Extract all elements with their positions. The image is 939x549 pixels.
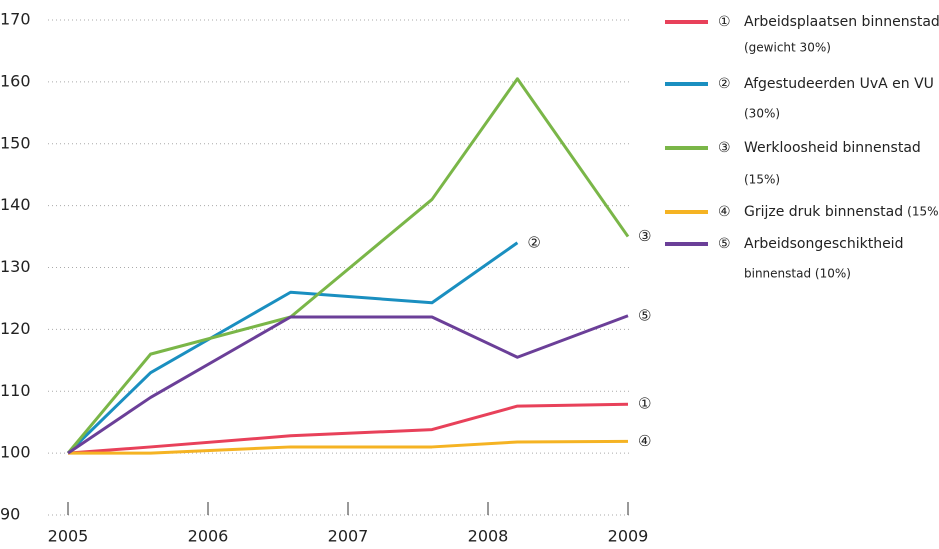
legend-label: Afgestudeerden UvA en VU bbox=[744, 76, 934, 92]
series-line bbox=[67, 402, 629, 455]
legend-label: Werkloosheid binnenstad bbox=[744, 140, 921, 156]
legend-label: Grijze druk binnenstad bbox=[744, 204, 903, 220]
legend-marker: ⑤ bbox=[718, 236, 731, 252]
end-label: ④ bbox=[638, 432, 651, 450]
end-label: ⑤ bbox=[638, 306, 651, 324]
y-tick-label: 90 bbox=[0, 505, 20, 524]
legend-marker: ② bbox=[718, 76, 731, 92]
y-tick-label: 110 bbox=[0, 381, 31, 400]
legend-label: Arbeidsplaatsen binnenstad bbox=[744, 14, 939, 30]
y-tick-label: 120 bbox=[0, 319, 31, 338]
legend-note: (15%) bbox=[744, 173, 780, 187]
y-tick-label: 130 bbox=[0, 257, 31, 276]
x-tick-label: 2007 bbox=[328, 527, 369, 546]
legend-note: (30%) bbox=[744, 107, 780, 121]
legend-note: binnenstad (10%) bbox=[744, 267, 851, 281]
x-tick-label: 2009 bbox=[608, 527, 649, 546]
x-tick-label: 2006 bbox=[188, 527, 229, 546]
y-tick-label: 160 bbox=[0, 71, 31, 90]
legend-marker: ④ bbox=[718, 204, 731, 220]
series-line bbox=[68, 439, 629, 455]
series-line bbox=[66, 241, 519, 455]
y-tick-label: 170 bbox=[0, 10, 31, 29]
end-label: ② bbox=[527, 233, 540, 251]
y-tick-label: 140 bbox=[0, 195, 31, 214]
end-label: ① bbox=[638, 395, 651, 413]
y-tick-label: 100 bbox=[0, 443, 31, 462]
end-label: ③ bbox=[638, 227, 651, 245]
legend-note: (15%) bbox=[907, 205, 939, 219]
series-line bbox=[67, 314, 629, 455]
legend-label: Arbeidsongeschiktheid bbox=[744, 236, 903, 252]
x-tick-label: 2005 bbox=[48, 527, 89, 546]
legend-marker: ③ bbox=[718, 140, 731, 156]
y-tick-label: 150 bbox=[0, 133, 31, 152]
x-tick-label: 2008 bbox=[468, 527, 509, 546]
legend-note: (gewicht 30%) bbox=[744, 41, 831, 55]
series-line bbox=[66, 77, 630, 455]
legend-marker: ① bbox=[718, 14, 731, 30]
